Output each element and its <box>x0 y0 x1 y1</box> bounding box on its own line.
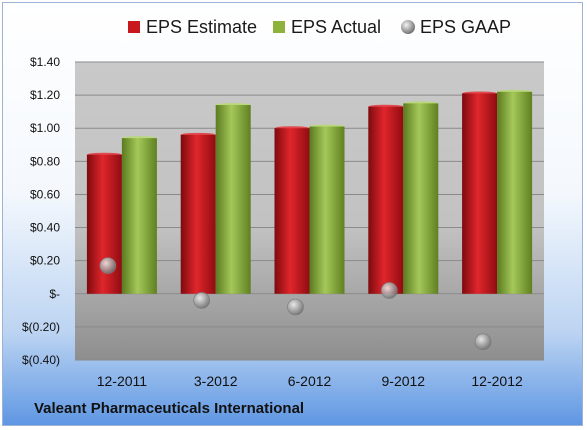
x-tick-label: 6-2012 <box>288 373 332 389</box>
y-tick-label: $- <box>49 287 60 301</box>
x-tick-label: 3-2012 <box>194 373 238 389</box>
eps-actual-bar <box>215 105 251 294</box>
eps-estimate-bar <box>274 128 310 294</box>
eps-estimate-bar <box>368 106 404 294</box>
eps-gaap-marker <box>287 298 304 316</box>
company-name: Valeant Pharmaceuticals International <box>34 400 305 417</box>
y-tick-label: $1.00 <box>30 121 60 135</box>
legend-swatch <box>401 20 415 34</box>
bars <box>86 89 533 351</box>
legend-swatch <box>128 21 140 33</box>
x-tick-label: 12-2011 <box>97 373 148 389</box>
y-tick-label: $(0.20) <box>22 320 60 334</box>
x-tick-label: 12-2012 <box>471 373 523 389</box>
eps-gaap-marker <box>99 257 117 274</box>
y-tick-label: $0.60 <box>30 187 60 201</box>
y-tick-label: $(0.40) <box>22 353 60 367</box>
legend-label: EPS Actual <box>291 17 381 37</box>
eps-gaap-marker <box>474 333 492 351</box>
eps-actual-bar <box>309 126 345 294</box>
x-tick-label: 9-2012 <box>382 373 426 389</box>
y-tick-label: $1.40 <box>30 55 60 69</box>
legend-label: EPS GAAP <box>420 17 511 37</box>
eps-actual-bar <box>403 103 439 294</box>
x-axis: 12-2011 3-2012 6-2012 9-2012 12-2012 <box>97 373 523 389</box>
eps-actual-bar <box>497 91 533 294</box>
y-tick-label: $1.20 <box>30 88 60 102</box>
legend-swatch <box>273 21 285 33</box>
legend-label: EPS Estimate <box>146 17 257 37</box>
eps-gaap-marker <box>193 292 210 309</box>
eps-gaap-marker <box>380 282 398 299</box>
y-tick-label: $0.20 <box>30 254 60 268</box>
legend: EPS Estimate EPS Actual EPS GAAP <box>128 17 511 37</box>
y-axis: $(0.40) $(0.20) $- $0.20 $0.40 $0.60 $0.80 $1.0… <box>22 55 60 367</box>
eps-actual-bar <box>121 138 157 294</box>
eps-estimate-bar <box>180 134 216 294</box>
eps-estimate-bar <box>462 93 498 294</box>
y-tick-label: $0.40 <box>30 221 60 235</box>
y-tick-label: $0.80 <box>30 154 60 168</box>
